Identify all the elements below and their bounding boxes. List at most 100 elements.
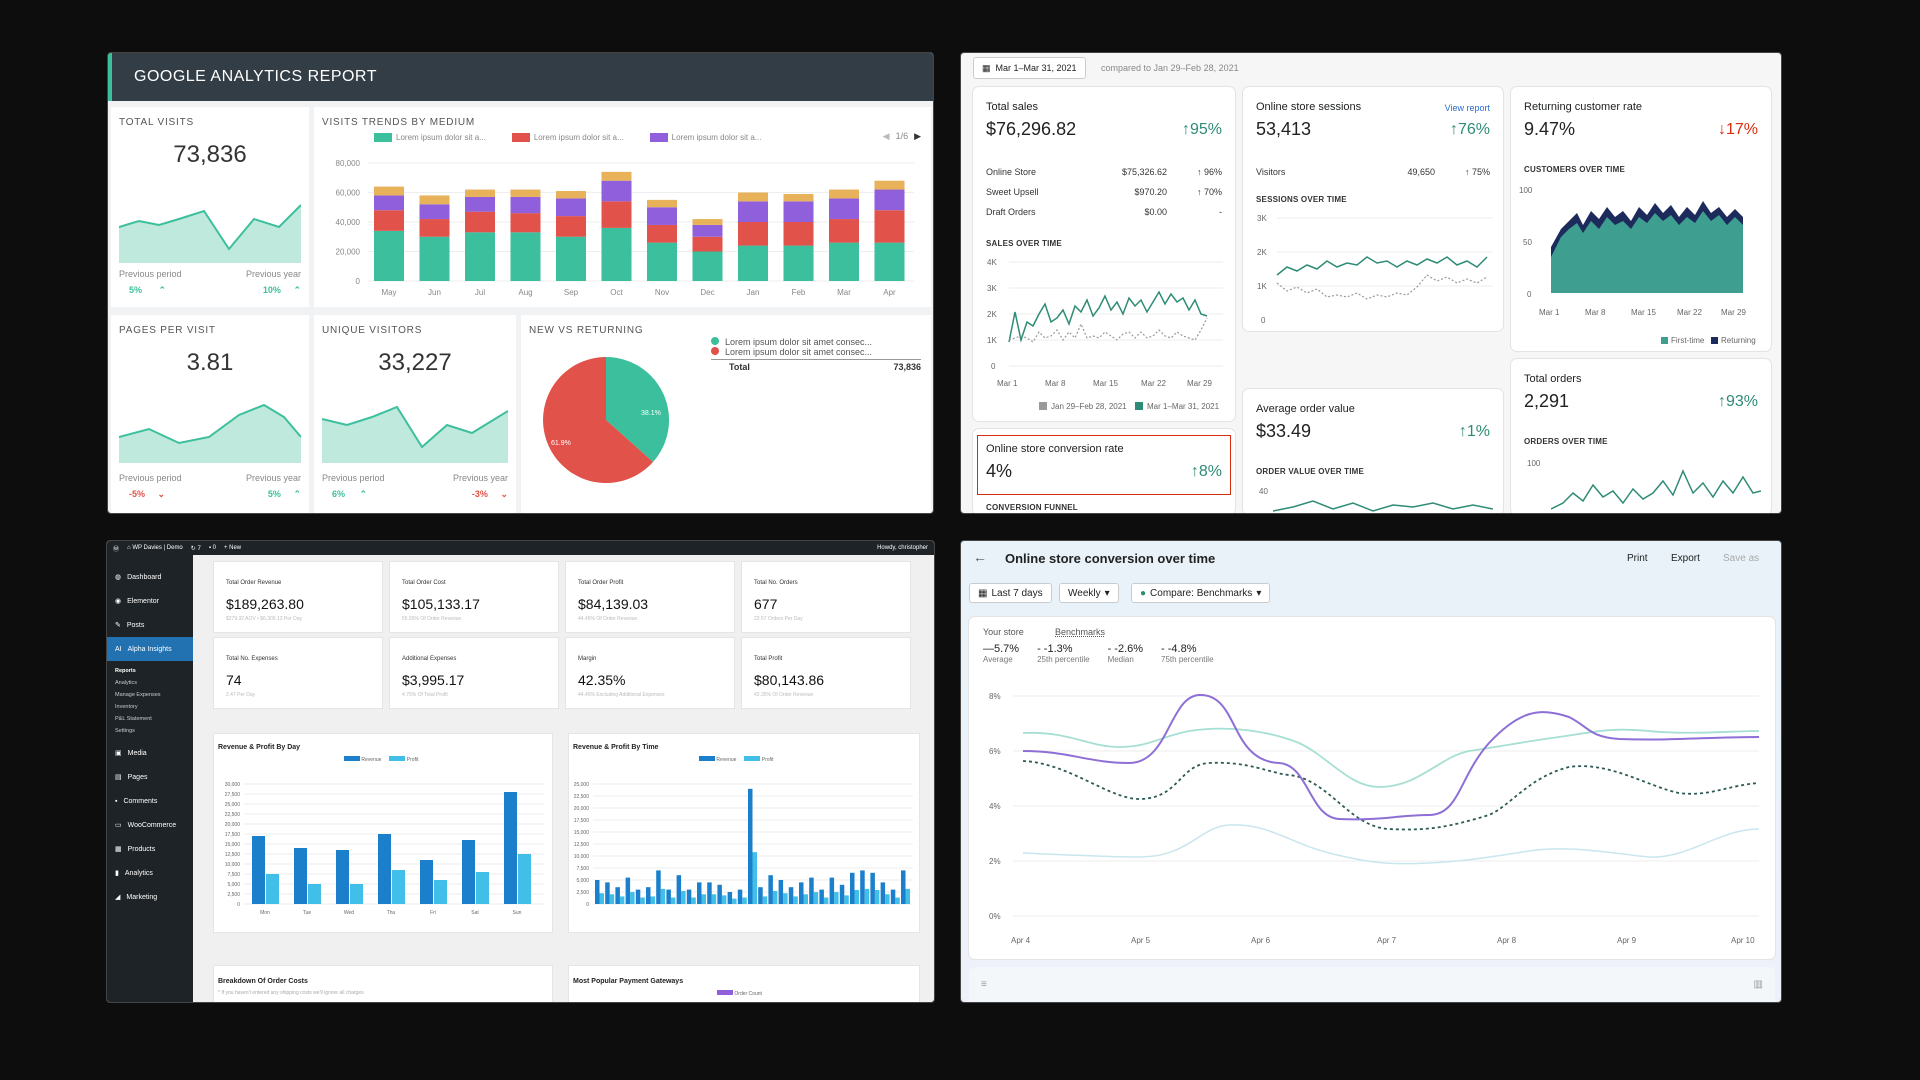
- wordpress-icon[interactable]: Ⓦ: [113, 546, 120, 553]
- menu-elementor[interactable]: ◉ Elementor: [115, 597, 160, 606]
- x-tick-label: Fri: [430, 910, 436, 916]
- stat-card-value: $3,995.17: [402, 672, 465, 688]
- menu-analytics[interactable]: ▮ Analytics: [115, 869, 153, 878]
- submenu-pl-statement[interactable]: P&L Statement: [115, 716, 152, 722]
- menu-media[interactable]: ▣ Media: [115, 749, 147, 758]
- bar: [630, 892, 635, 904]
- svg-text:22,500: 22,500: [574, 794, 590, 800]
- orders-axis-label: 100: [1527, 459, 1541, 468]
- compare-filter[interactable]: ● Compare: Benchmarks ▾: [1131, 583, 1271, 603]
- pages-per-visit-card: PAGES PER VISIT 3.81 Previous period Pre…: [111, 315, 309, 513]
- x-tick-label: Jan: [747, 288, 760, 297]
- svg-text:2,500: 2,500: [227, 892, 240, 898]
- online-store-sessions-card: Online store sessions View report 53,413…: [1243, 87, 1503, 331]
- svg-text:2K: 2K: [987, 310, 997, 319]
- export-button[interactable]: Export: [1671, 553, 1700, 564]
- svg-text:0: 0: [586, 902, 589, 908]
- stat-card-title: Margin: [578, 656, 597, 662]
- unique-visitors-value: 33,227: [378, 349, 452, 376]
- x-tick-label: Feb: [792, 288, 806, 297]
- updates-icon[interactable]: ↻ 7: [190, 545, 201, 552]
- svg-text:17,500: 17,500: [225, 832, 241, 838]
- interval-filter[interactable]: Weekly ▾: [1059, 583, 1119, 603]
- submenu-reports[interactable]: Reports: [115, 668, 136, 674]
- menu-dashboard[interactable]: ◍ Dashboard: [115, 573, 162, 582]
- stat-card-title: Total Order Revenue: [226, 580, 282, 586]
- prev-page-icon[interactable]: ◀: [882, 131, 890, 141]
- bar-segment: [829, 189, 859, 199]
- svg-text:3K: 3K: [987, 284, 997, 293]
- prev-period-label: Previous period: [322, 473, 385, 483]
- svg-text:50: 50: [1523, 238, 1532, 247]
- table-icon[interactable]: ▥: [1753, 979, 1763, 990]
- prev-year-pct: -3% ⌄: [471, 489, 508, 499]
- next-page-icon[interactable]: ▶: [914, 131, 921, 141]
- stat-card-value: 42.35%: [578, 672, 626, 688]
- menu-woocommerce[interactable]: ▭ WooCommerce: [115, 821, 177, 830]
- bar-segment: [556, 198, 586, 217]
- bar: [783, 893, 788, 904]
- comments-icon[interactable]: ▪ 0: [208, 545, 216, 551]
- pages-sparkline: [119, 403, 301, 463]
- submenu-expenses[interactable]: Manage Expenses: [115, 692, 161, 698]
- bar: [350, 884, 363, 904]
- bar-segment: [510, 232, 541, 281]
- view-report-link[interactable]: View report: [1444, 103, 1490, 113]
- x-tick-label: Jun: [428, 288, 441, 297]
- x-tick-label: Mon: [260, 910, 270, 916]
- tab-your-store[interactable]: Your store: [983, 627, 1024, 637]
- pie-legend: Lorem ipsum dolor sit amet consec... Lor…: [711, 337, 921, 372]
- back-arrow-icon[interactable]: ←: [973, 549, 987, 565]
- svg-text:25,000: 25,000: [225, 802, 241, 808]
- visits-trends-card: VISITS TRENDS BY MEDIUM Lorem ipsum dolo…: [314, 107, 931, 307]
- stat-card: Total No. Orders 677 22.57 Orders Per Day: [741, 561, 911, 633]
- bar: [711, 894, 717, 904]
- conversion-page-title: Online store conversion over time: [1005, 551, 1216, 566]
- bar: [707, 882, 712, 904]
- svg-text:30,000: 30,000: [225, 782, 241, 788]
- submenu-analytics[interactable]: Analytics: [115, 680, 138, 686]
- orders-delta: ↑93%: [1717, 393, 1758, 410]
- caret-down-icon: ▾: [1104, 587, 1110, 599]
- stat-card-sub: 42.35% Of Order Revenue: [754, 692, 814, 698]
- order-costs-title: Breakdown Of Order Costs: [218, 978, 308, 985]
- tab-benchmarks[interactable]: Benchmarks: [1055, 627, 1106, 637]
- caret-down-icon: ▾: [1256, 587, 1262, 599]
- wp-sidebar: ◍ Dashboard ◉ Elementor ✎ Posts AI Alpha Ins…: [107, 555, 193, 1002]
- dot-icon: ●: [1140, 587, 1147, 599]
- date-range-filter[interactable]: ▦ Last 7 days: [969, 583, 1052, 603]
- bar: [721, 895, 727, 904]
- submenu-inventory[interactable]: Inventory: [115, 704, 138, 710]
- bar: [742, 897, 747, 904]
- date-range-button[interactable]: ▦ Mar 1–Mar 31, 2021: [973, 57, 1086, 79]
- prev-year-pct: 5% ⌃: [267, 489, 301, 499]
- submenu-settings[interactable]: Settings: [115, 728, 135, 734]
- menu-posts[interactable]: ✎ Posts: [115, 621, 145, 630]
- stat-average: —5.7% Average: [983, 643, 1020, 664]
- prev-year-label: Previous year: [245, 473, 301, 483]
- order-costs-note: * If you haven't entered any shipping co…: [218, 990, 364, 996]
- menu-alpha-insights[interactable]: AI Alpha Insights: [107, 637, 193, 661]
- filter-icon[interactable]: ≡: [981, 979, 987, 990]
- conversion-value: 4%: [986, 461, 1013, 481]
- menu-products[interactable]: ▦ Products: [115, 845, 156, 854]
- print-button[interactable]: Print: [1627, 553, 1648, 564]
- order-costs-card: Breakdown Of Order Costs * If you haven'…: [213, 965, 553, 1002]
- bar-segment: [374, 186, 404, 196]
- new-button[interactable]: + New: [223, 545, 242, 551]
- howdy-user[interactable]: Howdy, christopher: [877, 545, 928, 551]
- save-as-button[interactable]: Save as: [1723, 553, 1760, 564]
- bar: [844, 895, 849, 904]
- menu-pages[interactable]: ▤ Pages: [115, 773, 148, 782]
- menu-comments[interactable]: ▪ Comments: [115, 797, 158, 805]
- alpha-submenu: Reports Analytics Manage Expenses Invent…: [107, 661, 193, 741]
- menu-marketing[interactable]: ◢ Marketing: [115, 893, 158, 902]
- bar-segment: [601, 171, 632, 181]
- wordpress-insights-panel: Ⓦ ⌂ WP Davies | Demo ↻ 7 ▪ 0 + New Howdy…: [106, 540, 935, 1003]
- home-icon[interactable]: ⌂ WP Davies | Demo: [127, 545, 183, 551]
- bar: [803, 894, 808, 904]
- bar: [809, 877, 814, 904]
- bar: [799, 882, 804, 904]
- stat-card-sub: 22.57 Orders Per Day: [754, 616, 803, 622]
- pie-slice-returning: [543, 357, 653, 483]
